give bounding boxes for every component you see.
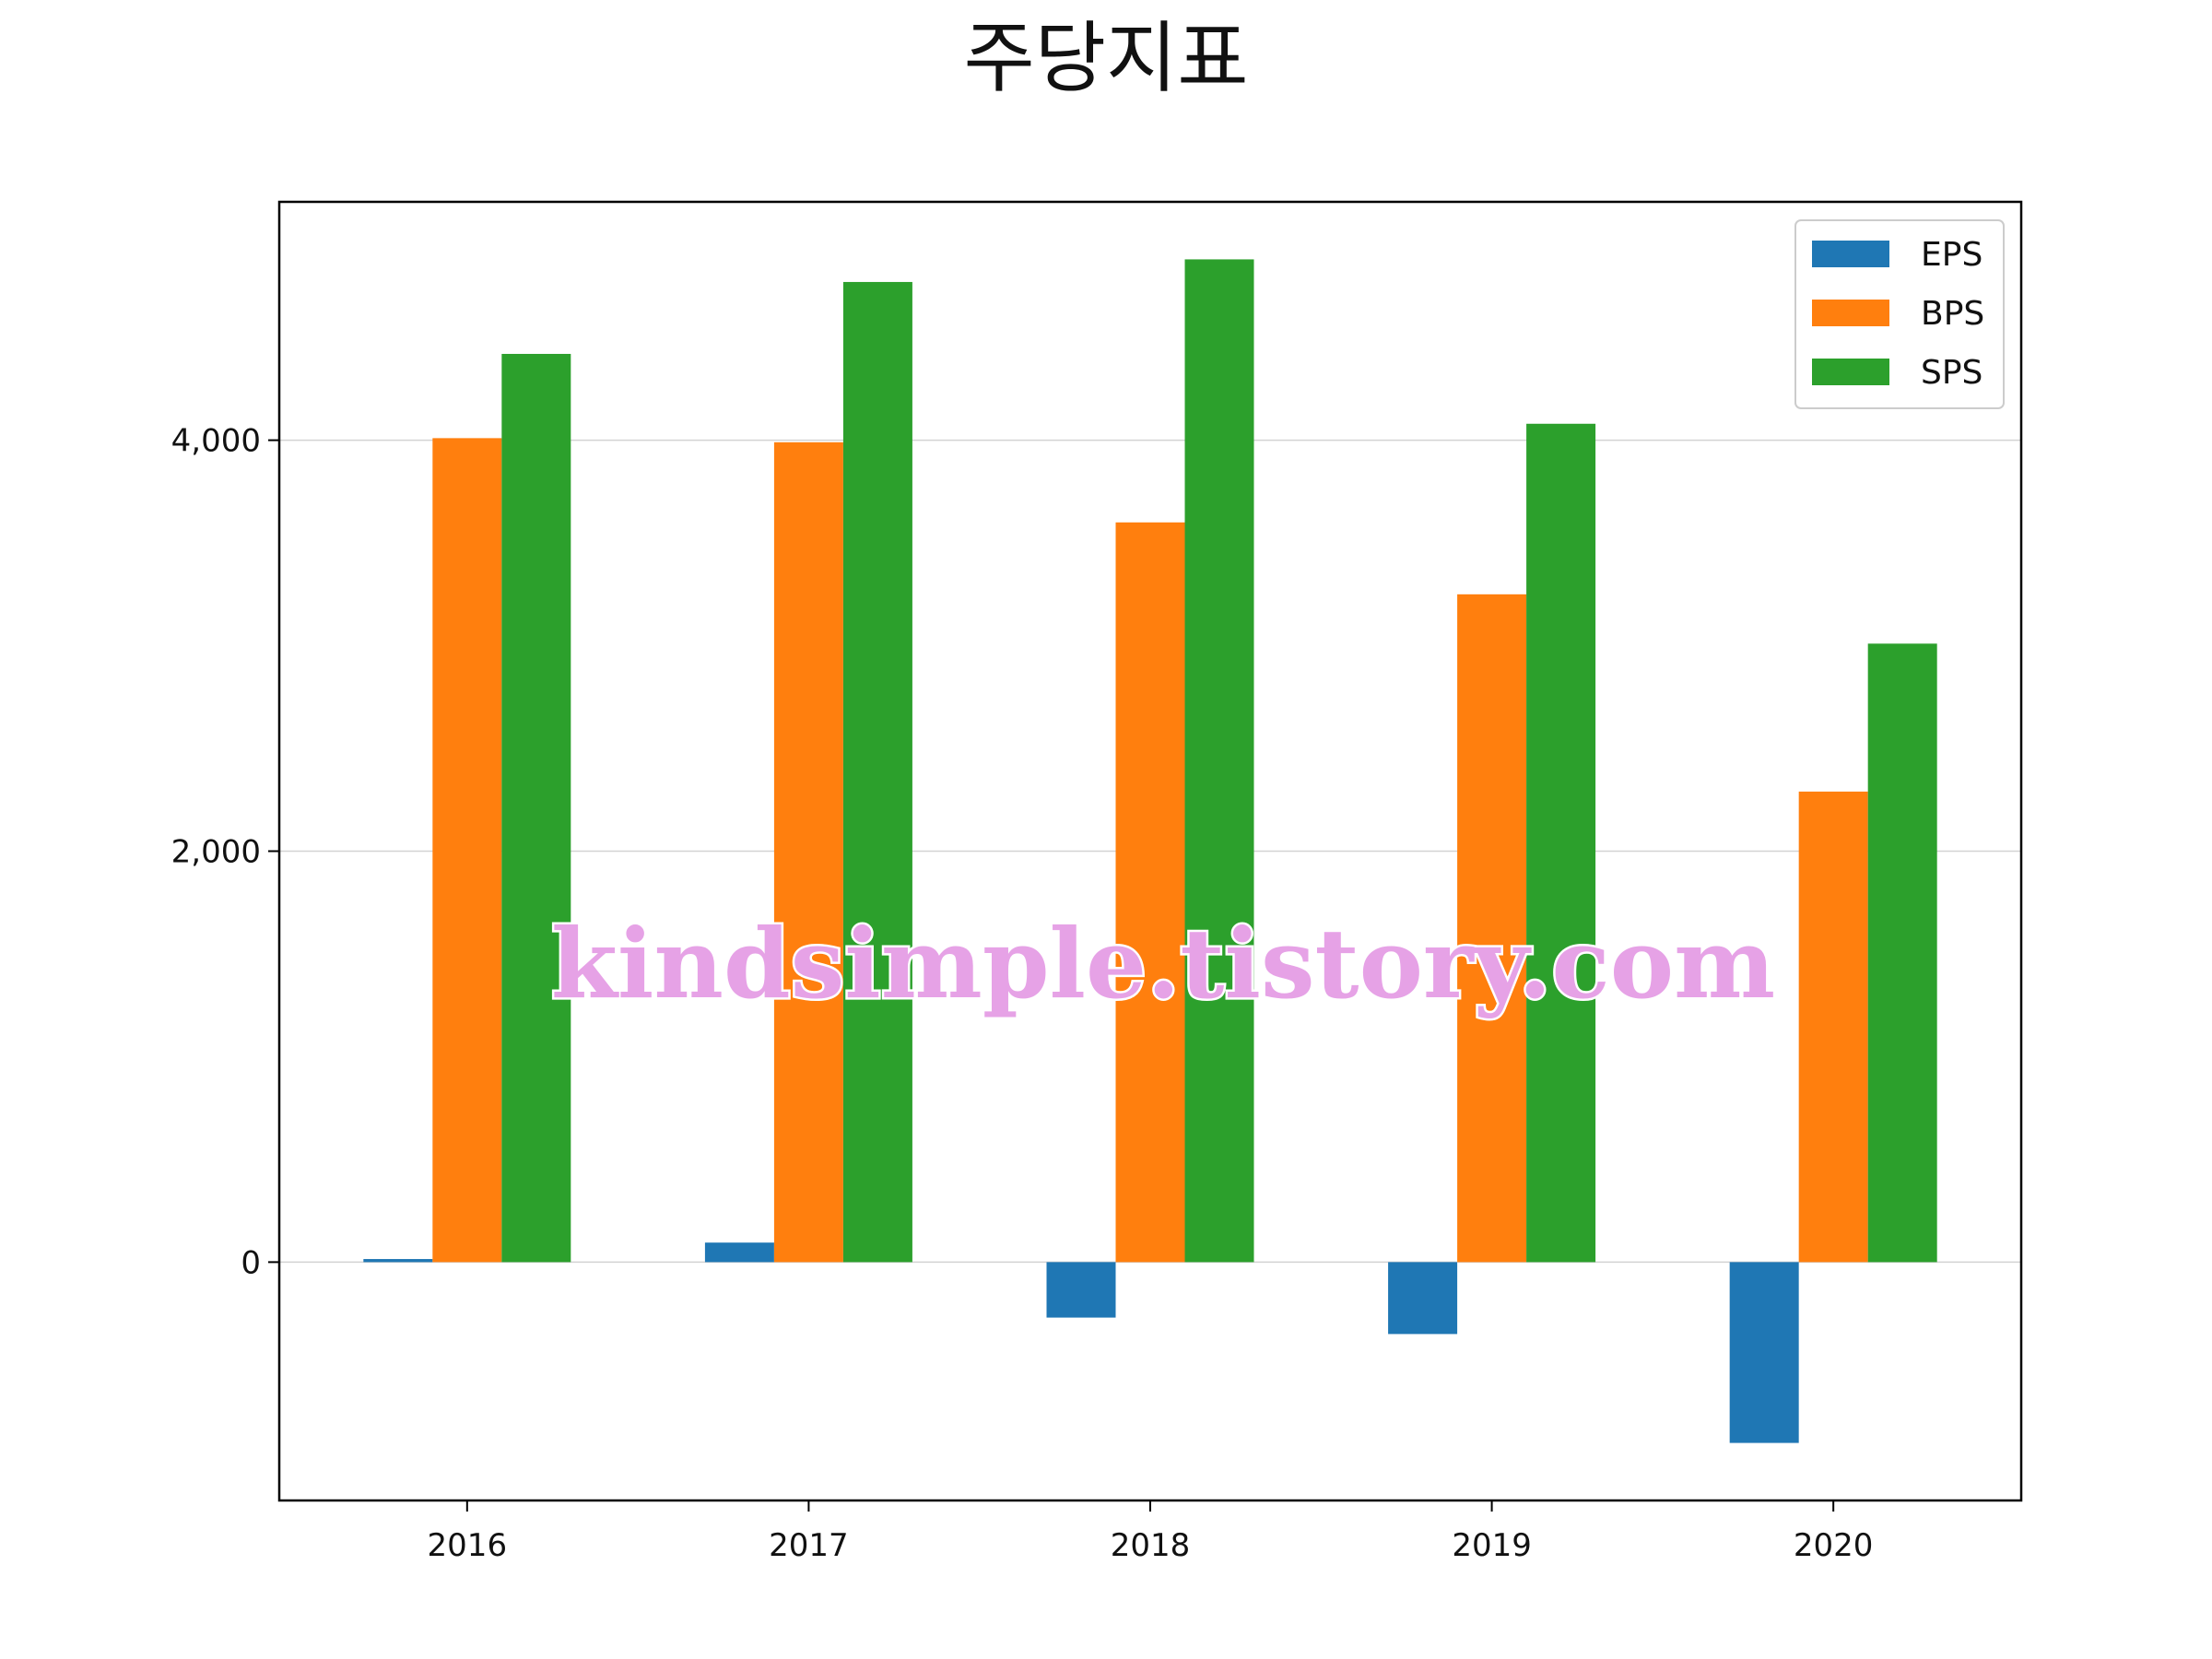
bar-eps-2016	[363, 1259, 433, 1263]
bar-eps-2020	[1729, 1262, 1799, 1443]
bar-bps-2020	[1798, 791, 1868, 1263]
bar-bps-2018	[1115, 522, 1185, 1263]
bars	[363, 259, 1937, 1443]
bar-sps-2019	[1526, 423, 1596, 1263]
watermark-text: kindsimple.tistory.com	[551, 907, 1775, 1020]
y-tick-label: 0	[241, 1244, 261, 1281]
x-tick-label: 2016	[428, 1527, 508, 1564]
bar-eps-2018	[1046, 1262, 1116, 1318]
x-tick-label: 2019	[1452, 1527, 1532, 1564]
bar-eps-2017	[704, 1242, 774, 1263]
x-tick-label: 2017	[769, 1527, 849, 1564]
bar-sps-2018	[1184, 259, 1254, 1263]
bar-sps-2017	[842, 281, 912, 1263]
y-tick-label: 2,000	[171, 834, 261, 871]
bar-bps-2017	[773, 441, 843, 1263]
bar-eps-2019	[1388, 1262, 1458, 1335]
legend-swatch-eps	[1812, 241, 1889, 267]
axes: 0 2,000 4,000 2016 2017 2018 2019 2020	[171, 200, 2023, 1564]
legend-label-eps: EPS	[1921, 236, 1983, 274]
chart-title: 주당지표	[963, 13, 1248, 103]
bar-bps-2019	[1457, 594, 1527, 1263]
legend-label-sps: SPS	[1921, 354, 1983, 392]
y-tick-label: 4,000	[171, 423, 261, 460]
bar-bps-2016	[432, 438, 502, 1263]
x-tick-label: 2018	[1111, 1527, 1191, 1564]
bar-sps-2016	[501, 353, 571, 1263]
x-tick-label: 2020	[1794, 1527, 1874, 1564]
legend-label-bps: BPS	[1921, 295, 1984, 333]
legend-swatch-sps	[1812, 359, 1889, 385]
legend-swatch-bps	[1812, 300, 1889, 326]
legend: EPS BPS SPS	[1794, 219, 2005, 409]
bar-sps-2020	[1867, 643, 1937, 1263]
